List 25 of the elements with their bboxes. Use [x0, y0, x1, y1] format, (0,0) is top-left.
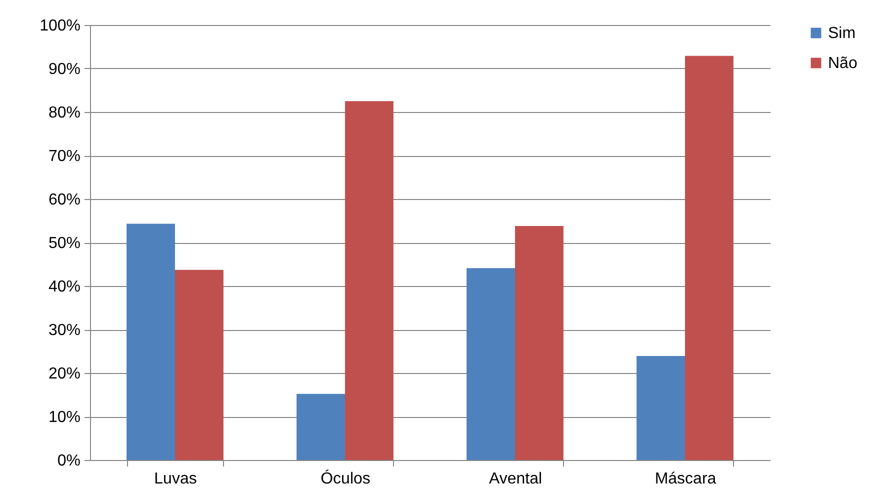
bar — [636, 356, 685, 460]
bar — [296, 394, 345, 460]
bar — [466, 268, 515, 460]
y-tick-label: 20% — [48, 366, 80, 382]
y-tick-label: 0% — [57, 452, 80, 470]
bar — [175, 270, 224, 460]
y-tick-label: 50% — [48, 235, 80, 252]
x-tick-label: Luvas — [154, 470, 197, 488]
y-tick-label: 10% — [48, 409, 80, 426]
y-tick-label: 90% — [48, 61, 80, 78]
bar — [345, 101, 394, 460]
y-tick-label: 70% — [48, 148, 80, 165]
y-tick-label: 100% — [40, 18, 80, 34]
x-tick-label: Avental — [488, 470, 542, 488]
y-tick-label: 80% — [48, 104, 80, 122]
legend-label: Não — [828, 55, 858, 72]
x-tick-label: Óculos — [320, 470, 370, 488]
bar — [515, 226, 564, 460]
bar — [685, 56, 734, 460]
y-tick-label: 60% — [48, 192, 80, 208]
x-tick-label: Máscara — [654, 470, 716, 488]
bar — [126, 224, 175, 460]
y-tick-label: 40% — [48, 278, 80, 296]
y-tick-label: 30% — [48, 322, 80, 339]
legend-label: Sim — [828, 25, 856, 42]
